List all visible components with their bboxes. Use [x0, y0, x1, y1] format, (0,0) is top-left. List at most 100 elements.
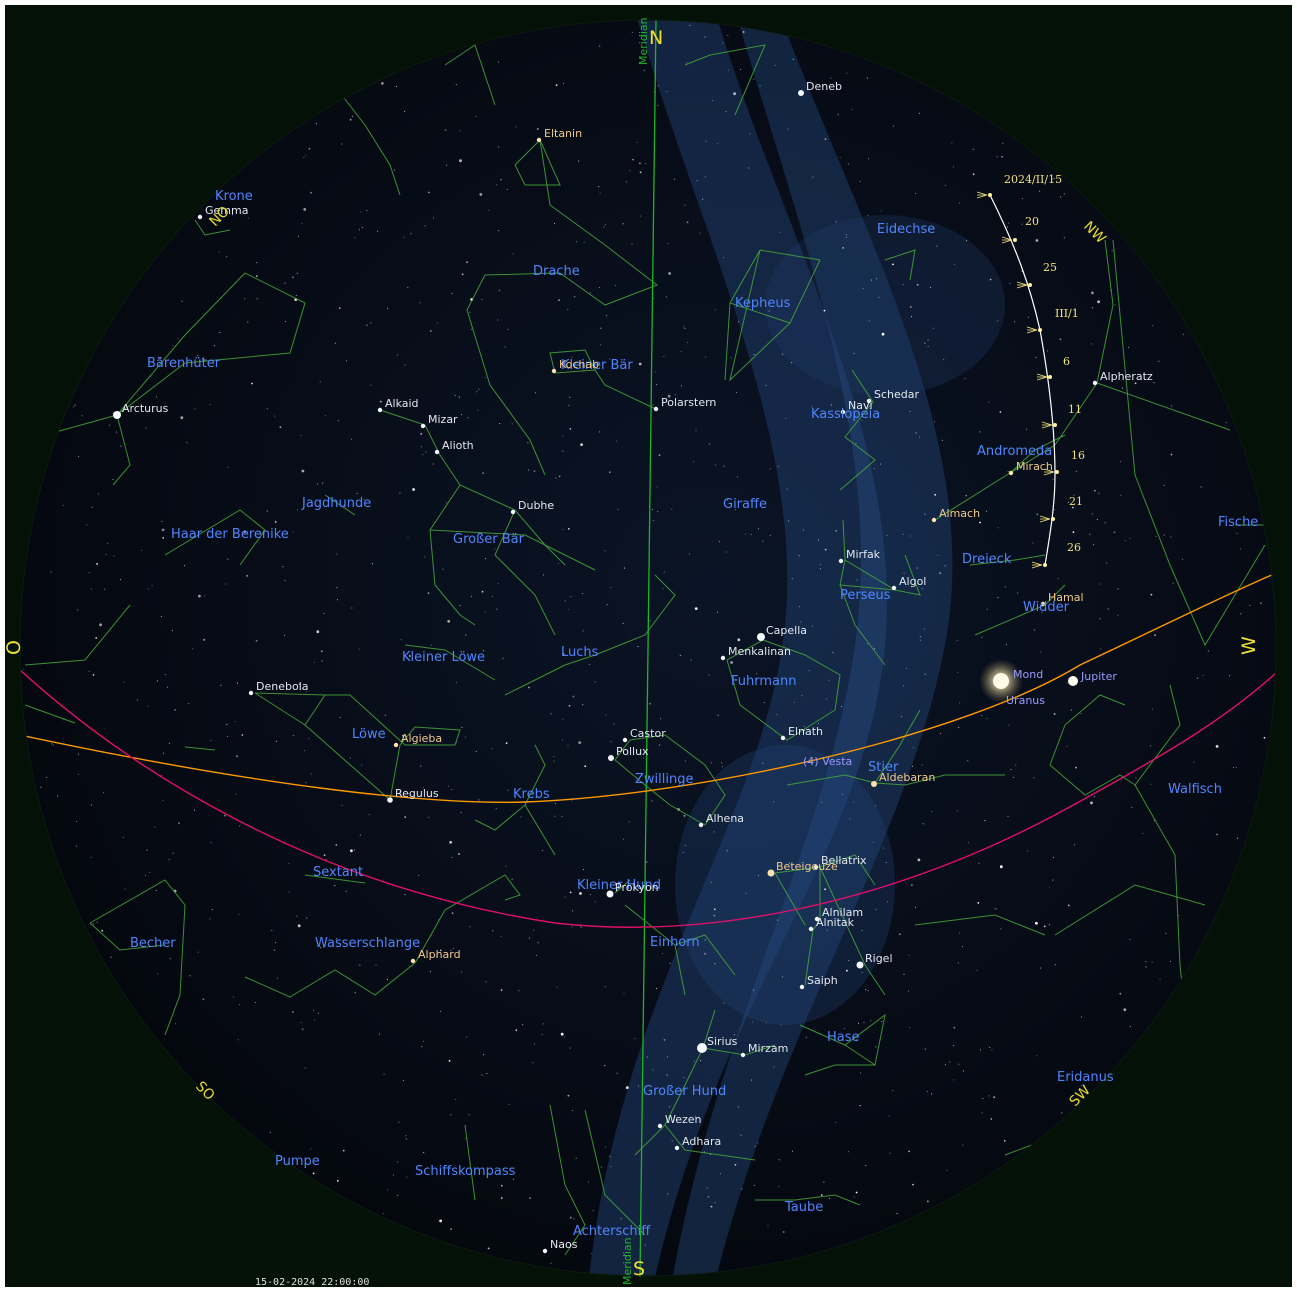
star-eltanin[interactable] [536, 137, 542, 143]
constellation-label-baerenhueter[interactable]: Bärenhüter [147, 356, 221, 371]
constellation-label-sextant[interactable]: Sextant [313, 865, 363, 880]
star-label-mirach: Mirach [1016, 460, 1053, 473]
constellation-label-eidechse[interactable]: Eidechse [877, 222, 935, 237]
constellation-label-perseus[interactable]: Perseus [840, 588, 891, 603]
star-kochab[interactable] [551, 368, 557, 374]
jupiter-marker[interactable] [1068, 676, 1078, 686]
star-deneb[interactable] [798, 90, 804, 96]
star-label-schedar: Schedar [874, 388, 919, 401]
star-algieba[interactable] [393, 742, 399, 748]
constellation-label-hase[interactable]: Hase [827, 1030, 860, 1045]
star-label-menkalinan: Menkalinan [728, 645, 791, 658]
constellation-label-luchs[interactable]: Luchs [561, 645, 599, 660]
star-alnilam[interactable] [814, 916, 820, 922]
star-map[interactable]: 2024/II/15 20 25 III/1 6 11 16 21 26 Drache Klein… [5, 5, 1292, 1287]
star-prokyon[interactable] [606, 890, 614, 898]
star-pollux[interactable] [608, 755, 614, 761]
planet-label-mond: Mond [1013, 668, 1043, 681]
star-alpheratz[interactable] [1092, 380, 1098, 386]
star-label-eltanin: Eltanin [544, 127, 582, 140]
constellation-label-krone[interactable]: Krone [215, 189, 253, 204]
planet-label-4-vesta: (4) Vesta [803, 755, 852, 768]
cardinal-west: W [1238, 636, 1260, 655]
constellation-label-zwillinge[interactable]: Zwillinge [635, 772, 693, 787]
star-mirfak[interactable] [838, 558, 844, 564]
star-gemma[interactable] [197, 214, 203, 220]
constellation-label-grosser-baer[interactable]: Großer Bär [453, 532, 525, 547]
moon-disk[interactable] [993, 673, 1009, 689]
moon-path-label: III/1 [1055, 307, 1079, 320]
constellation-label-kleiner-hund[interactable]: Kleiner Hund [577, 878, 661, 893]
star-alioth[interactable] [434, 449, 440, 455]
star-menkalinan[interactable] [720, 655, 726, 661]
star-elnath[interactable] [780, 735, 786, 741]
star-arcturus[interactable] [113, 411, 121, 419]
star-castor[interactable] [622, 737, 628, 743]
moon-path-start-label: 2024/II/15 [1004, 173, 1062, 186]
cardinal-east: O [5, 640, 25, 655]
star-label-sirius: Sirius [707, 1035, 738, 1048]
star-mirzam[interactable] [740, 1052, 746, 1058]
star-adhara[interactable] [674, 1145, 680, 1151]
star-sirius[interactable] [697, 1043, 707, 1053]
constellation-label-fuhrmann[interactable]: Fuhrmann [731, 674, 796, 689]
ecliptic-line [20, 564, 1276, 803]
star-denebola[interactable] [248, 690, 254, 696]
star-alnitak[interactable] [808, 926, 814, 932]
star-mizar[interactable] [420, 423, 426, 429]
constellation-label-grosser-hund[interactable]: Großer Hund [643, 1084, 726, 1099]
constellation-label-loewe[interactable]: Löwe [352, 727, 386, 742]
star-aldebaran[interactable] [871, 781, 877, 787]
star-navi[interactable] [840, 409, 846, 415]
constellation-label-wasserschlange[interactable]: Wasserschlange [315, 936, 420, 951]
star-alphard[interactable] [410, 958, 416, 964]
star-schedar[interactable] [866, 398, 872, 404]
constellation-label-giraffe[interactable]: Giraffe [723, 497, 767, 512]
star-naos[interactable] [542, 1248, 548, 1254]
constellation-label-kepheus[interactable]: Kepheus [735, 296, 791, 311]
constellation-label-walfisch[interactable]: Walfisch [1168, 782, 1222, 797]
star-mirach[interactable] [1008, 470, 1014, 476]
star-algol[interactable] [891, 585, 897, 591]
star-capella[interactable] [757, 633, 765, 641]
star-beteigeuze[interactable] [767, 869, 775, 877]
star-regulus[interactable] [387, 797, 393, 803]
star-label-pollux: Pollux [616, 745, 649, 758]
constellation-label-dreieck[interactable]: Dreieck [962, 552, 1012, 567]
constellation-label-kassiopeia[interactable]: Kassiopeia [811, 407, 880, 422]
constellation-label-pumpe[interactable]: Pumpe [275, 1154, 320, 1169]
constellation-label-einhorn[interactable]: Einhorn [650, 935, 700, 950]
moon-path-ticks: 2024/II/15 20 25 III/1 6 11 16 21 26 [976, 173, 1085, 569]
moon-path-tick [1031, 561, 1047, 569]
horizon-circle [19, 19, 1277, 1277]
constellation-label-kleiner-loewe[interactable]: Kleiner Löwe [402, 650, 485, 665]
celestial-equator-line [20, 654, 1276, 928]
star-almach[interactable] [931, 517, 937, 523]
constellation-label-haar-der-berenike[interactable]: Haar der Berenike [171, 527, 289, 542]
star-label-aldebaran: Aldebaran [879, 771, 935, 784]
constellation-label-achterschiff[interactable]: Achterschiff [573, 1224, 651, 1239]
constellation-label-eridanus[interactable]: Eridanus [1057, 1070, 1114, 1085]
star-rigel[interactable] [856, 961, 864, 969]
constellation-label-becher[interactable]: Becher [130, 936, 176, 951]
star-hamal[interactable] [1040, 601, 1046, 607]
constellation-label-fische[interactable]: Fische [1218, 515, 1258, 530]
star-wezen[interactable] [657, 1123, 663, 1129]
constellation-label-widder[interactable]: Widder [1023, 600, 1070, 615]
constellation-label-stier[interactable]: Stier [868, 760, 899, 775]
constellation-label-kleiner-baer[interactable]: Kleiner Bär [561, 358, 633, 373]
constellation-label-drache[interactable]: Drache [533, 264, 580, 279]
moon-path-tick [1026, 326, 1042, 334]
star-label-algieba: Algieba [401, 732, 442, 745]
star-saiph[interactable] [799, 984, 805, 990]
constellation-label-schiffskompass[interactable]: Schiffskompass [415, 1164, 516, 1179]
constellation-label-taube[interactable]: Taube [784, 1200, 823, 1215]
constellation-label-krebs[interactable]: Krebs [513, 787, 550, 802]
star-dubhe[interactable] [510, 509, 516, 515]
star-polarstern[interactable] [653, 406, 659, 412]
star-alkaid[interactable] [377, 407, 383, 413]
constellation-label-jagdhunde[interactable]: Jagdhunde [301, 496, 371, 511]
star-alhena[interactable] [698, 822, 704, 828]
star-bellatrix[interactable] [813, 864, 819, 870]
constellation-label-andromeda[interactable]: Andromeda [977, 444, 1052, 459]
